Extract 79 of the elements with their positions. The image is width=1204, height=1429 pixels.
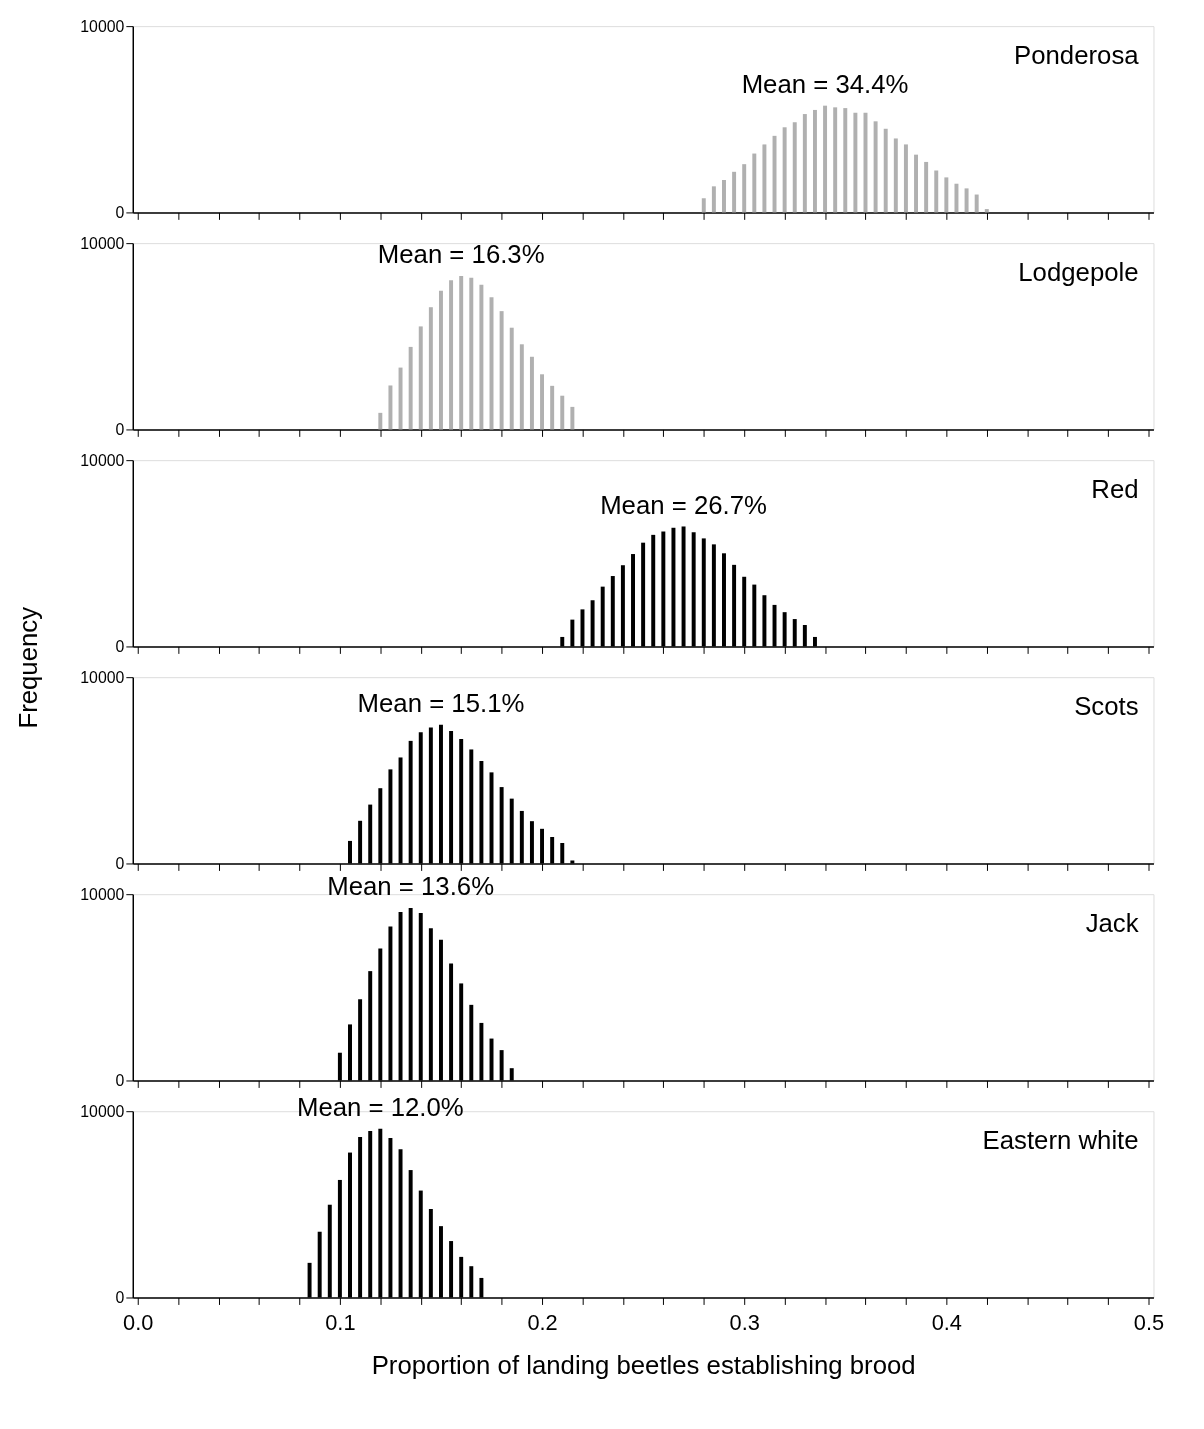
- bar: [914, 154, 919, 213]
- annotation: Mean = 15.1%: [357, 688, 525, 717]
- y-axis-title: Frequency: [14, 606, 43, 729]
- bar: [378, 412, 383, 430]
- bar: [893, 138, 898, 213]
- bar: [762, 144, 767, 213]
- text: Jack: [1085, 908, 1139, 937]
- bar: [732, 171, 737, 213]
- bar: [752, 153, 757, 213]
- bar: [529, 356, 534, 430]
- text: Lodgepole: [1018, 257, 1139, 286]
- y-tick-label: 10000: [80, 1102, 125, 1120]
- bar: [711, 186, 716, 213]
- text: Red: [1091, 474, 1139, 503]
- bar: [509, 327, 514, 430]
- bar: [408, 346, 413, 430]
- bar: [792, 122, 797, 213]
- bar: [823, 105, 828, 213]
- x-tick-label: 0.2: [527, 1309, 558, 1335]
- bar: [812, 109, 817, 213]
- bar: [954, 183, 959, 213]
- bar: [550, 385, 555, 430]
- bar: [449, 280, 454, 430]
- bar: [924, 161, 929, 213]
- bar: [519, 344, 524, 430]
- bar: [802, 114, 807, 213]
- x-tick-label: 0.3: [729, 1309, 760, 1335]
- bar: [883, 128, 888, 213]
- y-tick-label: 10000: [80, 451, 125, 469]
- bar: [934, 170, 939, 213]
- bar: [499, 311, 504, 430]
- y-tick-label: 10000: [80, 17, 125, 35]
- annotation: Mean = 16.3%: [377, 240, 545, 269]
- text: Ponderosa: [1014, 40, 1140, 69]
- bar: [479, 284, 484, 430]
- text: Eastern white: [982, 1125, 1139, 1154]
- y-tick-label: 10000: [80, 668, 125, 686]
- x-tick-label: 0.1: [325, 1309, 356, 1335]
- bar: [459, 276, 464, 430]
- bar: [903, 144, 908, 213]
- bar: [722, 180, 726, 213]
- bar: [772, 135, 777, 213]
- bar: [540, 374, 545, 430]
- bar: [974, 194, 979, 213]
- bar: [398, 367, 403, 430]
- bar: [742, 164, 747, 213]
- bar: [782, 127, 787, 213]
- bar: [873, 121, 878, 213]
- y-tick-label: 0: [115, 203, 125, 221]
- bar: [469, 277, 474, 430]
- bar: [701, 198, 706, 213]
- bar: [964, 188, 969, 213]
- x-tick-label: 0.4: [931, 1309, 963, 1335]
- bar: [944, 177, 949, 213]
- y-tick-label: 0: [115, 854, 125, 872]
- y-tick-label: 10000: [80, 885, 125, 903]
- annotation: Mean = 12.0%: [296, 1092, 464, 1121]
- y-tick-label: 0: [115, 1288, 125, 1306]
- y-tick-label: 0: [115, 1071, 125, 1089]
- bar: [570, 406, 575, 430]
- bar: [418, 326, 423, 430]
- y-tick-label: 0: [115, 420, 125, 438]
- bar: [843, 108, 848, 213]
- bar: [428, 307, 433, 430]
- bar: [438, 290, 443, 430]
- x-tick-label: 0.0: [123, 1309, 154, 1335]
- annotation: Mean = 34.4%: [741, 69, 909, 98]
- y-tick-label: 0: [115, 637, 125, 655]
- x-tick-label: 0.5: [1133, 1309, 1165, 1335]
- x-axis-title: Proportion of landing beetles establishing brood: [371, 1351, 916, 1380]
- bar: [388, 385, 393, 430]
- bar: [984, 209, 989, 213]
- annotation: Mean = 13.6%: [327, 872, 495, 901]
- annotation: Mean = 26.7%: [600, 490, 767, 519]
- text: Scots: [1074, 691, 1139, 720]
- bar: [833, 107, 838, 213]
- bar: [560, 395, 565, 430]
- y-tick-label: 10000: [80, 234, 125, 252]
- bar: [853, 112, 858, 213]
